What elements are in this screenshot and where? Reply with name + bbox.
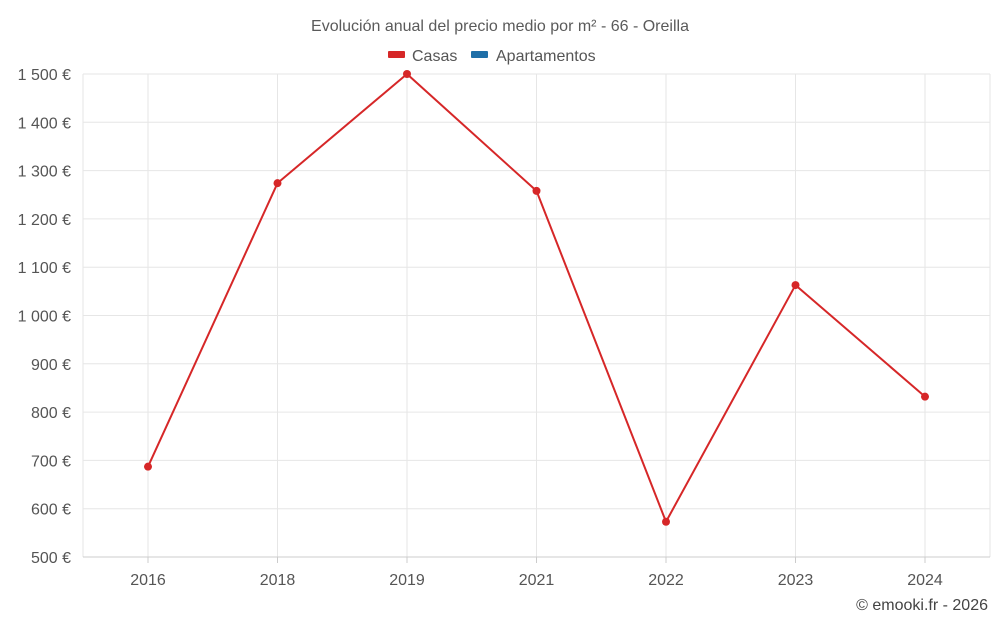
x-tick-label: 2023 — [778, 572, 814, 589]
legend: Casas Apartamentos — [388, 48, 596, 65]
legend-item-casas[interactable]: Casas — [388, 48, 457, 65]
x-axis: 2016 2018 2019 2021 2022 2023 2024 — [83, 556, 990, 589]
grid — [82, 73, 991, 558]
data-point[interactable] — [662, 517, 670, 526]
y-tick-label: 1 200 € — [18, 212, 71, 229]
y-tick-label: 1 300 € — [18, 164, 71, 181]
y-tick-label: 600 € — [31, 502, 71, 519]
y-axis: 500 € 600 € 700 € 800 € 900 € 1 000 € 1 100 € 1… — [18, 67, 71, 567]
y-tick-label: 800 € — [31, 405, 71, 422]
x-tick-label: 2018 — [260, 572, 296, 589]
data-point[interactable] — [273, 179, 282, 188]
data-point[interactable] — [532, 186, 541, 195]
x-tick-label: 2021 — [519, 572, 555, 589]
data-point[interactable] — [921, 392, 929, 401]
x-tick-label: 2022 — [648, 572, 684, 589]
legend-item-apartamentos[interactable]: Apartamentos — [471, 48, 596, 65]
legend-label-apartamentos: Apartamentos — [496, 48, 596, 65]
y-tick-label: 900 € — [31, 357, 71, 374]
x-tick-label: 2019 — [389, 572, 425, 589]
y-tick-label: 500 € — [31, 550, 71, 567]
legend-label-casas: Casas — [412, 48, 457, 65]
y-tick-label: 1 500 € — [18, 67, 71, 84]
x-tick-label: 2016 — [130, 572, 166, 589]
data-point[interactable] — [144, 462, 152, 471]
data-point[interactable] — [791, 281, 800, 290]
credit-text: © emooki.fr - 2026 — [856, 597, 988, 614]
chart-title: Evolución anual del precio medio por m² … — [311, 18, 689, 35]
data-point[interactable] — [403, 70, 411, 78]
legend-swatch-casas — [388, 51, 405, 58]
series-casas — [144, 70, 929, 526]
y-tick-label: 1 000 € — [18, 309, 71, 326]
x-tick-label: 2024 — [907, 572, 943, 589]
legend-swatch-apartamentos — [471, 51, 488, 58]
y-tick-label: 700 € — [31, 453, 71, 470]
y-tick-label: 1 400 € — [18, 115, 71, 132]
y-tick-label: 1 100 € — [18, 260, 71, 277]
